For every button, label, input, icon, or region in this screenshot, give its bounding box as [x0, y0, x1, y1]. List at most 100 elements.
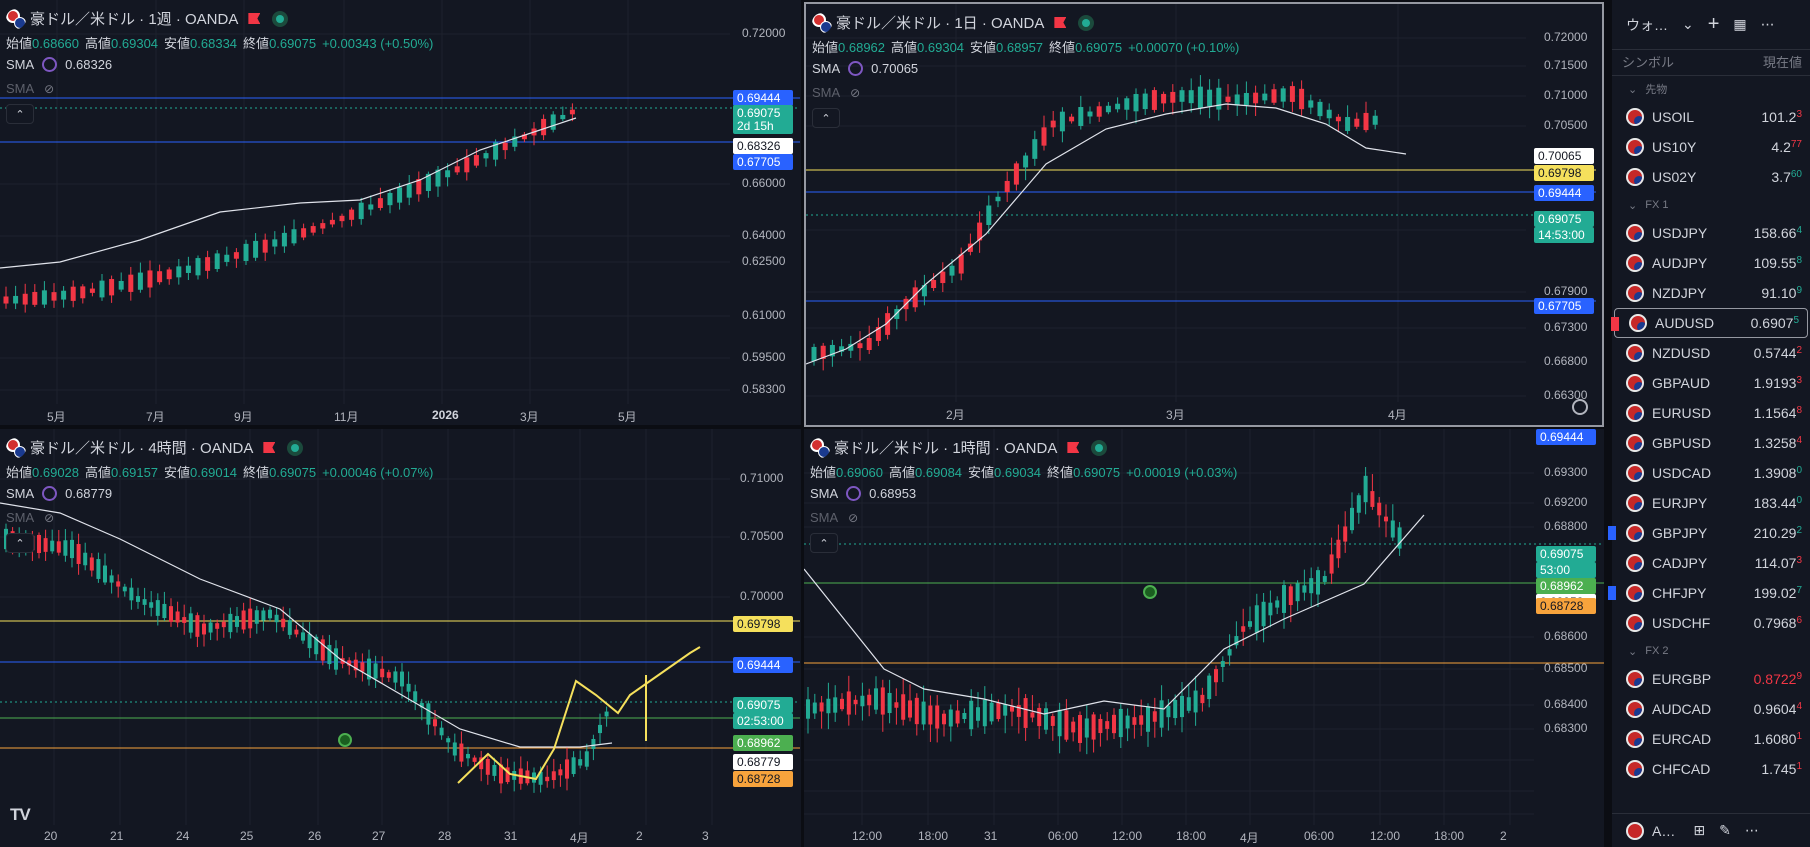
watchlist-row-us10y[interactable]: US10Y 4.277	[1612, 132, 1810, 162]
chevron-down-icon[interactable]: ⌄	[1628, 83, 1638, 96]
indicator-settings-icon[interactable]	[42, 57, 58, 72]
flag-icon[interactable]	[263, 442, 276, 453]
watchlist-row-usoil[interactable]: USOIL 101.23	[1612, 102, 1810, 132]
watchlist-row-eurcad[interactable]: EURCAD 1.60801	[1612, 724, 1810, 754]
more-icon[interactable]: ⋯	[1760, 16, 1775, 32]
symbol-title[interactable]: 豪ドル／米ドル · 1週 · OANDA	[30, 11, 239, 28]
candle-body	[1041, 127, 1047, 146]
flag-marker-icon[interactable]	[1608, 526, 1616, 540]
watchlist-row-usdcad[interactable]: USDCAD 1.39080	[1612, 458, 1810, 488]
chart-panel-4h[interactable]: 豪ドル／米ドル · 4時間 · OANDA 始値0.69028 高値0.69157 安…	[0, 429, 801, 847]
sma-legend-hidden[interactable]: SMA ⊘	[6, 81, 54, 96]
candle-body	[195, 615, 200, 637]
watchlist-row-eurgbp[interactable]: EURGBP 0.87229	[1612, 664, 1810, 694]
sma-legend[interactable]: SMA 0.70065	[812, 61, 918, 76]
watchlist-name[interactable]: ウォ…	[1626, 16, 1668, 33]
eye-hidden-icon[interactable]: ⊘	[850, 85, 861, 100]
chevron-down-icon[interactable]: ⌄	[1682, 16, 1694, 32]
drawing-trendline[interactable]	[457, 646, 701, 784]
flag-marker-icon[interactable]	[1608, 586, 1616, 600]
watchlist-row-eurjpy[interactable]: EURJPY 183.440	[1612, 488, 1810, 518]
flag-marker-icon[interactable]	[1611, 317, 1619, 331]
symbol-title[interactable]: 豪ドル／米ドル · 4時間 · OANDA	[30, 440, 254, 457]
event-marker-icon[interactable]	[338, 733, 352, 747]
chart-title[interactable]: 豪ドル／米ドル · 1週 · OANDA	[6, 8, 289, 29]
edit-icon[interactable]: ✎	[1719, 822, 1731, 838]
flag-icon[interactable]	[1054, 17, 1067, 28]
layout-icon[interactable]: ⊞	[1693, 822, 1706, 838]
x-axis-label: 18:00	[1176, 829, 1207, 843]
event-marker-icon[interactable]	[1143, 585, 1157, 599]
chart-panel-daily[interactable]: 豪ドル／米ドル · 1日 · OANDA 始値0.68962 高値0.69304 安値…	[804, 2, 1604, 427]
watchlist-row-nzdusd[interactable]: NZDUSD 0.57442	[1612, 338, 1810, 368]
footer-symbol[interactable]: A…	[1652, 822, 1676, 839]
watchlist-row-eurusd[interactable]: EURUSD 1.15648	[1612, 398, 1810, 428]
flag-icon[interactable]	[248, 13, 261, 24]
settings-gear-icon[interactable]	[1572, 399, 1588, 415]
candle-body	[1139, 715, 1144, 725]
column-price[interactable]: 現在値	[1762, 55, 1802, 70]
chart-panel-1h[interactable]: 豪ドル／米ドル · 1時間 · OANDA 始値0.69060 高値0.69084 安…	[804, 429, 1604, 847]
collapse-legend-button[interactable]: ⌃	[812, 108, 840, 128]
more-icon[interactable]: ⋯	[1744, 822, 1759, 838]
sma-legend[interactable]: SMA 0.68779	[6, 486, 112, 501]
watchlist-row-usdjpy[interactable]: USDJPY 158.664	[1612, 218, 1810, 248]
candle-body	[41, 290, 47, 305]
eye-hidden-icon[interactable]: ⊘	[44, 81, 55, 96]
eye-hidden-icon[interactable]: ⊘	[44, 510, 55, 525]
symbol-title[interactable]: 豪ドル／米ドル · 1時間 · OANDA	[834, 440, 1058, 457]
chart-title[interactable]: 豪ドル／米ドル · 1日 · OANDA	[812, 12, 1095, 33]
collapse-legend-button[interactable]: ⌃	[6, 533, 34, 553]
symbol-flag-icon	[1626, 730, 1644, 748]
table-view-icon[interactable]: ▦	[1733, 16, 1747, 32]
chevron-down-icon[interactable]: ⌄	[1628, 645, 1638, 658]
candle-body	[846, 691, 851, 715]
sma-legend-hidden[interactable]: SMA ⊘	[812, 85, 860, 100]
candle-body	[241, 610, 246, 630]
watchlist-row-gbpaud[interactable]: GBPAUD 1.91933	[1612, 368, 1810, 398]
watchlist-row-us02y[interactable]: US02Y 3.760	[1612, 162, 1810, 192]
candle-body	[921, 701, 926, 725]
x-axis-label: 12:00	[852, 829, 883, 843]
chart-title[interactable]: 豪ドル／米ドル · 4時間 · OANDA	[6, 437, 304, 458]
indicator-settings-icon[interactable]	[846, 486, 862, 501]
symbol-title[interactable]: 豪ドル／米ドル · 1日 · OANDA	[836, 15, 1045, 32]
watchlist-row-audusd[interactable]: AUDUSD 0.69075	[1611, 308, 1808, 338]
sma-legend[interactable]: SMA 0.68953	[810, 486, 916, 501]
price-last-digit: 9	[1796, 671, 1802, 682]
watchlist-section-header[interactable]: ⌄ FX 1	[1612, 192, 1810, 218]
watchlist-row-gbpusd[interactable]: GBPUSD 1.32584	[1612, 428, 1810, 458]
candle-body	[56, 541, 61, 553]
indicator-settings-icon[interactable]	[42, 486, 58, 501]
close-value: 0.69075	[1073, 465, 1121, 480]
indicator-settings-icon[interactable]	[848, 61, 864, 76]
chevron-down-icon[interactable]: ⌄	[1628, 199, 1638, 212]
watchlist-row-chfcad[interactable]: CHFCAD 1.7451	[1612, 754, 1810, 784]
tradingview-logo-icon[interactable]: TV	[10, 805, 31, 824]
column-symbol[interactable]: シンボル	[1622, 55, 1675, 70]
watchlist-row-usdchf[interactable]: USDCHF 0.79686	[1612, 608, 1810, 638]
sma-legend[interactable]: SMA 0.68326	[6, 57, 112, 72]
collapse-legend-button[interactable]: ⌃	[6, 104, 34, 124]
collapse-legend-button[interactable]: ⌃	[810, 533, 838, 553]
sma-legend-hidden[interactable]: SMA ⊘	[6, 510, 54, 525]
low-value: 0.68957	[996, 40, 1044, 55]
price-main: 1.9193	[1753, 375, 1797, 391]
watchlist-row-audjpy[interactable]: AUDJPY 109.558	[1612, 248, 1810, 278]
chart-panel-weekly[interactable]: 豪ドル／米ドル · 1週 · OANDA 始値0.68660 高値0.69304 安値…	[0, 0, 801, 425]
watchlist-row-gbpjpy[interactable]: GBPJPY 210.292	[1608, 518, 1810, 548]
sma-legend-hidden[interactable]: SMA ⊘	[810, 510, 858, 525]
watchlist-row-chfjpy[interactable]: CHFJPY 199.027	[1608, 578, 1810, 608]
watchlist-row-audcad[interactable]: AUDCAD 0.96044	[1612, 694, 1810, 724]
candle-body	[310, 226, 316, 233]
eye-hidden-icon[interactable]: ⊘	[848, 510, 859, 525]
flag-icon[interactable]	[1067, 442, 1080, 453]
watchlist-section-header[interactable]: ⌄ FX 2	[1612, 638, 1810, 664]
watchlist-row-nzdjpy[interactable]: NZDJPY 91.109	[1612, 278, 1810, 308]
watchlist-section-header[interactable]: ⌄ 先物	[1612, 76, 1810, 102]
watchlist-row-cadjpy[interactable]: CADJPY 114.073	[1612, 548, 1810, 578]
chart-title[interactable]: 豪ドル／米ドル · 1時間 · OANDA	[810, 437, 1108, 458]
candle-body	[833, 697, 838, 713]
candle-body	[1087, 111, 1093, 117]
add-symbol-icon[interactable]: +	[1707, 13, 1720, 35]
